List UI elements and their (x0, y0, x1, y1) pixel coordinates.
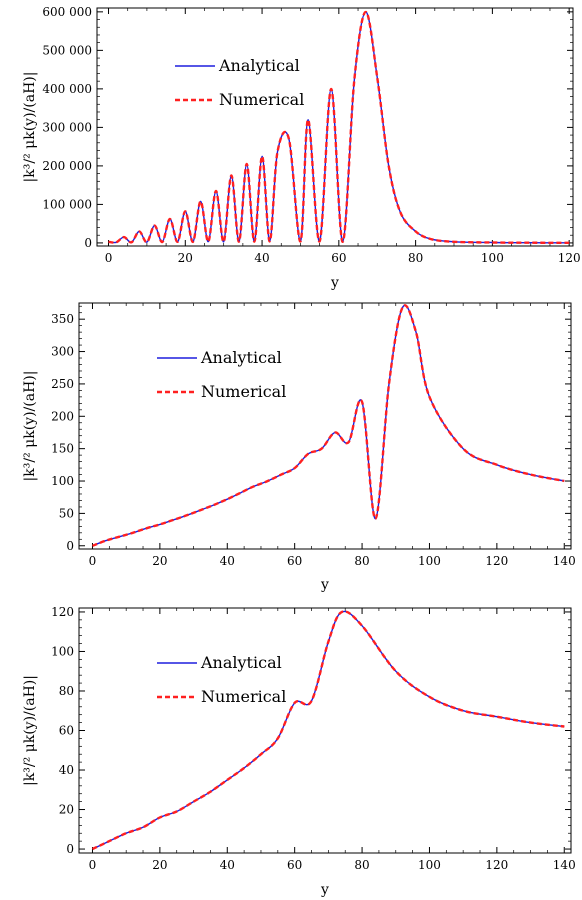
y-tick-label: 0 (66, 842, 74, 856)
x-tick-label: 60 (331, 251, 346, 265)
y-tick-label: 500 000 (42, 43, 92, 57)
x-tick-label: 0 (89, 858, 97, 872)
x-axis-title: y (320, 577, 329, 593)
x-tick-label: 20 (152, 858, 167, 872)
x-tick-label: 100 (418, 554, 441, 568)
series-analytical-line (92, 610, 565, 850)
y-tick-label: 0 (66, 539, 74, 553)
y-tick-label: 400 000 (42, 82, 92, 96)
plot-frame (78, 302, 572, 550)
y-tick-label: 40 (59, 763, 74, 777)
chart-3: 0 20 40 60 80 100 120 140 0 20 40 60 80 100 120 y |k³/² … (22, 605, 576, 898)
legend-label: Numerical (219, 90, 304, 109)
x-tick-label: 100 (418, 858, 441, 872)
x-axis-title: y (330, 275, 339, 291)
series-analytical-line (92, 304, 565, 547)
y-tick-label: 150 (51, 442, 74, 456)
y-tick-label: 20 (59, 803, 74, 817)
series-numerical-line (108, 10, 570, 244)
x-tick-label: 40 (220, 858, 235, 872)
chart-1: 0 20 40 60 80 100 120 0 100 000 200 000 300 000 400… (22, 5, 581, 291)
y-tick-label: 350 (51, 312, 74, 326)
y-tick-label: 300 000 (42, 120, 92, 134)
legend-label: Numerical (201, 687, 286, 706)
x-tick-label: 0 (105, 251, 113, 265)
y-tick-label: 100 000 (42, 197, 92, 211)
y-tick-label: 200 (51, 409, 74, 423)
legend-label: Analytical (200, 348, 282, 367)
y-axis-title: |k³/² μk(y)/(aH)| (22, 72, 38, 183)
y-tick-label: 120 (51, 605, 74, 619)
x-tick-label: 120 (485, 554, 508, 568)
legend-label: Numerical (201, 382, 286, 401)
legend: Analytical Numerical (175, 56, 304, 109)
x-tick-label: 120 (485, 858, 508, 872)
x-tick-label: 0 (89, 554, 97, 568)
y-axis-title: |k³/² μk(y)/(aH)| (22, 371, 38, 482)
chart-2: 0 20 40 60 80 100 120 140 0 50 100 150 200 250 300 350 y… (22, 302, 576, 593)
legend-label: Analytical (218, 56, 300, 75)
y-tick-label: 80 (59, 684, 74, 698)
x-axis-title: y (320, 882, 329, 898)
x-tick-label: 40 (254, 251, 269, 265)
y-axis-title: |k³/² μk(y)/(aH)| (22, 675, 38, 786)
y-tick-label: 100 (51, 644, 74, 658)
y-tick-label: 50 (59, 506, 74, 520)
legend: Analytical Numerical (157, 348, 286, 401)
x-tick-label: 20 (152, 554, 167, 568)
x-tick-label: 140 (553, 858, 576, 872)
x-tick-label: 80 (354, 858, 369, 872)
series-numerical-line (92, 304, 565, 547)
x-tick-label: 40 (220, 554, 235, 568)
x-tick-label: 120 (558, 251, 581, 265)
plot-frame (78, 607, 572, 854)
x-tick-label: 100 (481, 251, 504, 265)
x-tick-label: 60 (287, 554, 302, 568)
y-tick-label: 100 (51, 474, 74, 488)
x-tick-label: 20 (178, 251, 193, 265)
y-tick-label: 60 (59, 724, 74, 738)
legend-label: Analytical (200, 653, 282, 672)
x-tick-label: 80 (408, 251, 423, 265)
x-tick-label: 80 (354, 554, 369, 568)
y-tick-label: 300 (51, 345, 74, 359)
y-tick-label: 0 (84, 236, 92, 250)
legend: Analytical Numerical (157, 653, 286, 706)
x-tick-label: 140 (553, 554, 576, 568)
y-tick-label: 600 000 (42, 5, 92, 19)
x-tick-label: 60 (287, 858, 302, 872)
y-tick-label: 250 (51, 377, 74, 391)
y-tick-label: 200 000 (42, 159, 92, 173)
series-numerical-line (91, 610, 565, 851)
